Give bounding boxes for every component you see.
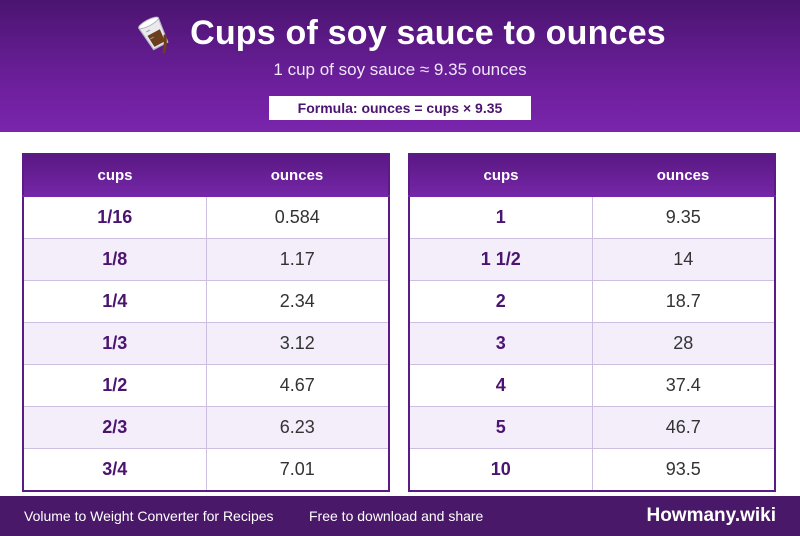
title-row: Cups of soy sauce to ounces [0,12,800,54]
page-title: Cups of soy sauce to ounces [190,13,666,52]
ounces-cell: 7.01 [206,448,389,491]
table-row: 1/16 0.584 [23,195,389,239]
table-row: 1 9.35 [409,195,775,239]
table-row: 1/4 2.34 [23,280,389,323]
footer-note: Free to download and share [309,508,484,524]
footer-tagline: Volume to Weight Converter for Recipes [24,508,274,524]
cups-cell: 1/2 [23,364,207,407]
ounces-cell: 0.584 [206,195,389,239]
formula-box: Formula: ounces = cups × 9.35 [269,96,531,120]
table-header-row: cups ounces [409,154,775,197]
cups-cell: 1/4 [23,280,207,323]
table-row: 4 37.4 [409,364,775,407]
column-header-cups: cups [409,154,592,197]
ounces-cell: 3.12 [206,322,389,365]
cups-cell: 1 [409,195,593,239]
ounces-cell: 28 [592,322,775,365]
ounces-cell: 4.67 [206,364,389,407]
table-row: 3/4 7.01 [23,448,389,491]
ounces-cell: 37.4 [592,364,775,407]
ounces-cell: 9.35 [592,195,775,239]
column-header-cups: cups [23,154,206,197]
cups-cell: 3 [409,322,593,365]
cups-cell: 3/4 [23,448,207,491]
cups-cell: 2/3 [23,406,207,449]
conversion-table-right: cups ounces 1 9.35 1 1/2 14 2 18.7 3 28 … [408,153,776,492]
ounces-cell: 93.5 [592,448,775,491]
table-header-row: cups ounces [23,154,389,197]
table-row: 1 1/2 14 [409,238,775,281]
table-row: 1/2 4.67 [23,364,389,407]
column-header-ounces: ounces [592,154,775,197]
table-row: 1/3 3.12 [23,322,389,365]
table-row: 2/3 6.23 [23,406,389,449]
conversion-table-left: cups ounces 1/16 0.584 1/8 1.17 1/4 2.34… [22,153,390,492]
table-row: 2 18.7 [409,280,775,323]
subtitle: 1 cup of soy sauce ≈ 9.35 ounces [273,60,527,79]
column-header-ounces: ounces [206,154,389,197]
cups-cell: 4 [409,364,593,407]
footer-bar: Volume to Weight Converter for Recipes F… [0,496,800,536]
header-banner: Cups of soy sauce to ounces 1 cup of soy… [0,0,800,132]
measuring-cup-icon [137,16,169,54]
ounces-cell: 1.17 [206,238,389,281]
cups-cell: 1 1/2 [409,238,593,281]
cups-cell: 1/8 [23,238,207,281]
ounces-cell: 14 [592,238,775,281]
cups-cell: 1/3 [23,322,207,365]
table-row: 5 46.7 [409,406,775,449]
cups-cell: 10 [409,448,593,491]
cups-cell: 1/16 [23,195,207,239]
ounces-cell: 46.7 [592,406,775,449]
table-row: 1/8 1.17 [23,238,389,281]
table-row: 10 93.5 [409,448,775,491]
brand-logo-text[interactable]: Howmany.wiki [646,505,776,526]
ounces-cell: 18.7 [592,280,775,323]
ounces-cell: 2.34 [206,280,389,323]
ounces-cell: 6.23 [206,406,389,449]
cups-cell: 2 [409,280,593,323]
table-row: 3 28 [409,322,775,365]
cups-cell: 5 [409,406,593,449]
